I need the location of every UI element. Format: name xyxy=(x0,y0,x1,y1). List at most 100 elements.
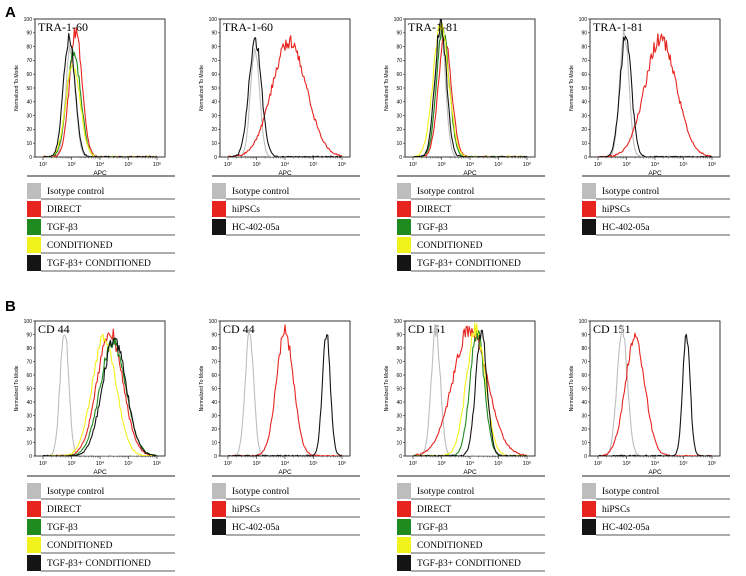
y-tick-label: 30 xyxy=(396,413,402,419)
y-tick-label: 60 xyxy=(26,373,32,379)
legend-swatch xyxy=(397,201,411,217)
legend-label: HC-402-05a xyxy=(232,223,280,233)
y-tick-label: 100 xyxy=(579,17,588,23)
plot-title: TRA-1-60 xyxy=(223,20,273,34)
y-axis-label: Normalized To Mode xyxy=(384,65,390,111)
plot-frame xyxy=(219,18,351,158)
legend-swatch xyxy=(582,519,596,535)
legend-2: Isotype control hiPSCs HC-402-05a xyxy=(212,183,360,236)
y-tick-label: 40 xyxy=(26,400,32,406)
y-tick-label: 50 xyxy=(211,86,217,92)
x-tick-label: 10⁴ xyxy=(651,460,660,467)
legend-swatch xyxy=(212,483,226,499)
series-curve-hc-402-05a xyxy=(227,334,343,456)
x-tick-label: 10⁵ xyxy=(679,460,687,467)
y-tick-label: 40 xyxy=(581,400,587,406)
x-tick-label: 10⁵ xyxy=(494,460,502,467)
legend-swatch xyxy=(27,519,41,535)
legend-swatch xyxy=(212,183,226,199)
legend-swatch xyxy=(397,255,411,271)
y-axis-label: Normalized To Mode xyxy=(199,65,205,111)
y-tick-label: 100 xyxy=(24,17,33,23)
x-tick-label: 10³ xyxy=(623,162,631,168)
x-tick-label: 10⁵ xyxy=(124,460,132,467)
y-tick-label: 50 xyxy=(396,386,402,392)
x-tick-label: 10⁶ xyxy=(153,161,161,168)
y-tick-label: 20 xyxy=(26,427,32,433)
y-tick-label: 0 xyxy=(584,454,587,460)
y-tick-label: 80 xyxy=(26,346,32,352)
legend-swatch xyxy=(582,483,596,499)
y-tick-label: 100 xyxy=(394,319,403,325)
x-tick-label: 10² xyxy=(224,461,232,467)
x-tick-label: 10⁶ xyxy=(708,460,716,467)
y-tick-label: 90 xyxy=(26,31,32,37)
series-curve-tgf-3-conditioned xyxy=(413,329,527,456)
legend-label: Isotype control xyxy=(417,187,475,197)
legend-label: CONDITIONED xyxy=(417,241,483,251)
y-tick-label: 50 xyxy=(26,386,32,392)
y-tick-label: 70 xyxy=(396,58,402,64)
y-tick-label: 100 xyxy=(579,319,588,325)
legend-label: CONDITIONED xyxy=(417,541,483,551)
y-tick-label: 60 xyxy=(396,373,402,379)
y-tick-label: 0 xyxy=(29,155,32,161)
y-axis-label: Normalized To Mode xyxy=(14,365,20,411)
x-axis-label: APC xyxy=(648,170,662,177)
legend-label: CONDITIONED xyxy=(47,241,113,251)
y-tick-label: 20 xyxy=(26,127,32,133)
y-tick-label: 30 xyxy=(581,113,587,119)
legend-swatch xyxy=(212,219,226,235)
histogram-plot-7: 0 10 20 30 40 50 60 70 80 90 100 Normalized To Mode… xyxy=(384,319,545,477)
y-tick-label: 70 xyxy=(581,359,587,365)
plot-frame xyxy=(404,18,536,158)
y-tick-label: 100 xyxy=(394,17,403,23)
y-tick-label: 40 xyxy=(26,100,32,106)
legend-label: hiPSCs xyxy=(602,505,630,515)
legend-swatch xyxy=(397,537,411,553)
y-tick-label: 40 xyxy=(211,400,217,406)
x-tick-label: 10⁵ xyxy=(679,161,687,168)
legend-1: Isotype control DIRECT TGF-β3 CONDITIONED TG… xyxy=(27,183,175,272)
legend-swatch xyxy=(397,183,411,199)
legend-label: TGF-β3+ CONDITIONED xyxy=(47,559,151,569)
y-tick-label: 0 xyxy=(399,454,402,460)
series-curve-tgf-3 xyxy=(412,325,527,456)
series-curve-isotype-control xyxy=(43,334,158,456)
y-tick-label: 50 xyxy=(581,86,587,92)
x-tick-label: 10² xyxy=(224,162,232,168)
legend-label: Isotype control xyxy=(232,487,290,497)
x-tick-label: 10⁵ xyxy=(309,161,317,168)
x-tick-label: 10² xyxy=(39,162,47,168)
x-tick-label: 10² xyxy=(409,461,417,467)
plot-title: CD 44 xyxy=(38,322,70,336)
series-curve-hc-402-05a xyxy=(598,333,713,456)
y-tick-label: 0 xyxy=(584,155,587,161)
legend-label: hiPSCs xyxy=(232,205,260,215)
y-tick-label: 50 xyxy=(581,386,587,392)
legend-label: Isotype control xyxy=(47,487,105,497)
legend-8: Isotype control hiPSCs HC-402-05a xyxy=(582,483,730,536)
x-tick-label: 10⁶ xyxy=(338,161,346,168)
y-tick-label: 20 xyxy=(211,127,217,133)
y-tick-label: 70 xyxy=(26,359,32,365)
y-tick-label: 90 xyxy=(581,31,587,37)
x-tick-label: 10⁶ xyxy=(338,460,346,467)
x-tick-label: 10⁴ xyxy=(466,161,475,168)
plot-title: CD 151 xyxy=(408,322,446,336)
legend-6: Isotype control hiPSCs HC-402-05a xyxy=(212,483,360,536)
y-tick-label: 70 xyxy=(211,359,217,365)
legend-label: HC-402-05a xyxy=(602,223,650,233)
legend-swatch xyxy=(27,219,41,235)
legend-swatch xyxy=(27,483,41,499)
series-curve-tgf-3-conditioned xyxy=(413,19,528,157)
legend-swatch xyxy=(582,201,596,217)
y-tick-label: 40 xyxy=(396,400,402,406)
y-tick-label: 100 xyxy=(209,319,218,325)
y-tick-label: 20 xyxy=(396,427,402,433)
legend-swatch xyxy=(582,183,596,199)
y-tick-label: 40 xyxy=(581,100,587,106)
legend-swatch xyxy=(27,183,41,199)
x-tick-label: 10³ xyxy=(68,162,76,168)
